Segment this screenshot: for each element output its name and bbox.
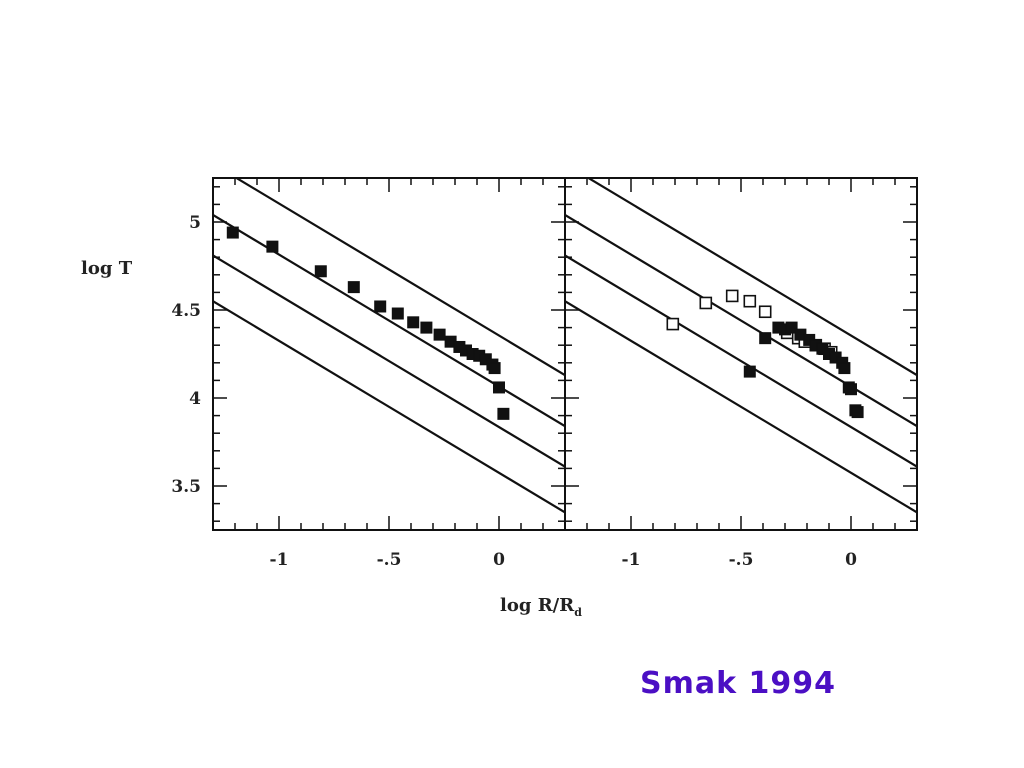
filled-point-left (266, 240, 279, 253)
panel-right: -1 -.5 0 (564, 177, 918, 570)
x-tick-label-left: -.5 (377, 550, 402, 570)
model-line-right (565, 214, 917, 428)
model-line-left (234, 178, 565, 377)
filled-point-left (488, 362, 501, 375)
filled-point-left (493, 381, 505, 394)
model-line-left (213, 300, 565, 514)
x-axis-title-main: log R/R (500, 595, 575, 616)
filled-point-right (851, 406, 864, 419)
filled-point-left (226, 226, 239, 239)
open-point-right (725, 289, 739, 303)
filled-point-left (347, 281, 360, 294)
open-point-right (699, 296, 713, 310)
filled-point-left (314, 265, 327, 278)
x-axis-title-subscript: d (574, 606, 582, 619)
filled-point-left (407, 316, 420, 329)
x-tick-label-left: 0 (493, 550, 505, 570)
x-axis-title: log R/Rd (500, 595, 582, 619)
filled-point-left (420, 321, 433, 334)
filled-point-right (743, 365, 756, 378)
open-point-right (758, 305, 772, 319)
filled-point-right (759, 332, 772, 345)
model-line-left (213, 254, 565, 468)
panel-left: -1 -.5 0 3.5 4 4.5 5 (171, 177, 566, 570)
filled-point-left (433, 328, 446, 341)
filled-point-right (838, 362, 851, 375)
y-tick-label-left: 3.5 (171, 477, 201, 497)
open-point-right (743, 294, 757, 308)
plot-frame-right (564, 177, 918, 531)
x-tick-label-right: 0 (845, 550, 857, 570)
y-tick-label-left: 5 (189, 213, 201, 233)
model-line-right (565, 300, 917, 514)
filled-point-left (391, 307, 404, 320)
open-point-right (666, 317, 680, 331)
model-line-right (565, 254, 917, 468)
filled-point-left (374, 300, 387, 313)
citation-label: Smak 1994 (640, 666, 837, 701)
filled-point-left (497, 407, 510, 420)
y-axis-title: log T (81, 258, 133, 279)
model-line-right (586, 178, 917, 377)
y-tick-label-left: 4 (189, 389, 201, 409)
x-tick-label-right: -1 (622, 550, 641, 570)
filled-point-right (845, 383, 857, 396)
x-tick-label-right: -.5 (729, 550, 754, 570)
plot-frame-left (212, 177, 566, 531)
model-line-left (213, 214, 565, 428)
y-tick-label-left: 4.5 (171, 301, 201, 321)
x-tick-label-left: -1 (270, 550, 289, 570)
filled-point-right (785, 321, 798, 334)
